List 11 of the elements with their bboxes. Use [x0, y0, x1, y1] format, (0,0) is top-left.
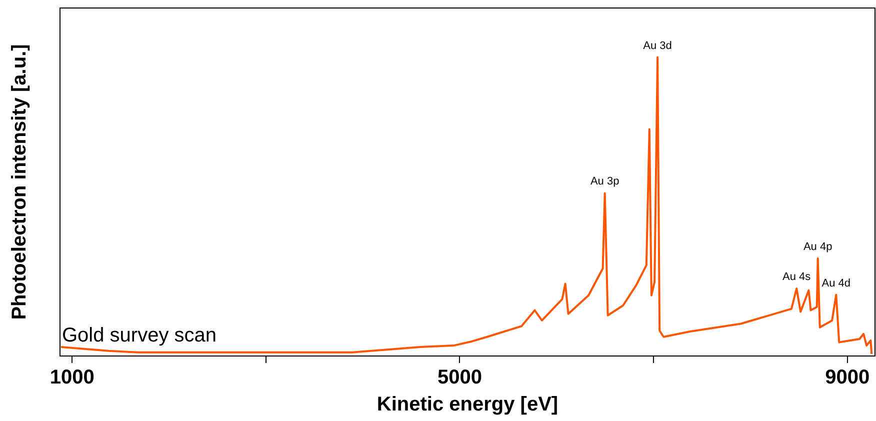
x-tick-label: 5000 — [437, 366, 482, 389]
annotation: Au 4s — [782, 271, 812, 284]
annotation: Au 3p — [590, 176, 620, 188]
annotation: Au 4d — [822, 277, 851, 290]
annotation: Gold survey scan — [62, 324, 217, 347]
annotation: Au 4p — [803, 240, 832, 253]
annotation: Au 3d — [643, 40, 672, 52]
y-axis-title: Photoelectron intensity [a.u.] — [8, 44, 31, 320]
x-tick-label: 9000 — [825, 366, 870, 389]
x-axis-title: Kinetic energy [eV] — [376, 394, 558, 416]
x-tick-label: 1000 — [50, 366, 94, 389]
